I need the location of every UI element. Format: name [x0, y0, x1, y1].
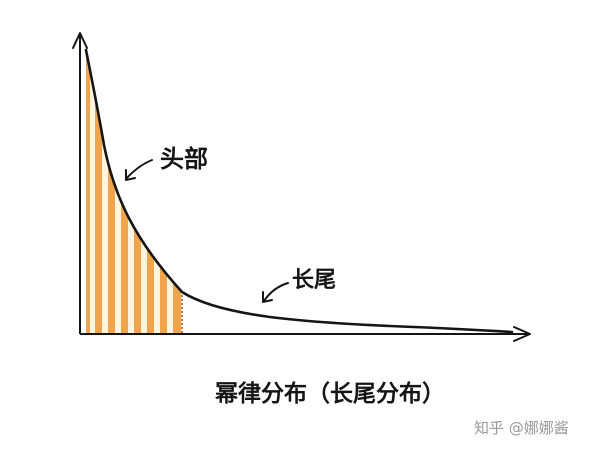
head-stripes: [86, 50, 182, 333]
tail-label: 长尾: [292, 268, 336, 293]
y-axis-arrow: [72, 32, 88, 49]
head-label: 头部: [160, 145, 208, 173]
x-axis-arrow: [513, 326, 531, 342]
tail-pointer-arrow: [262, 282, 289, 303]
power-law-curve: [84, 48, 514, 334]
axes: [72, 32, 531, 342]
head-pointer-arrow: [125, 159, 153, 181]
watermark-text: 知乎 @娜娜酱: [474, 419, 569, 437]
diagram-caption: 幂律分布（长尾分布）: [215, 380, 445, 407]
